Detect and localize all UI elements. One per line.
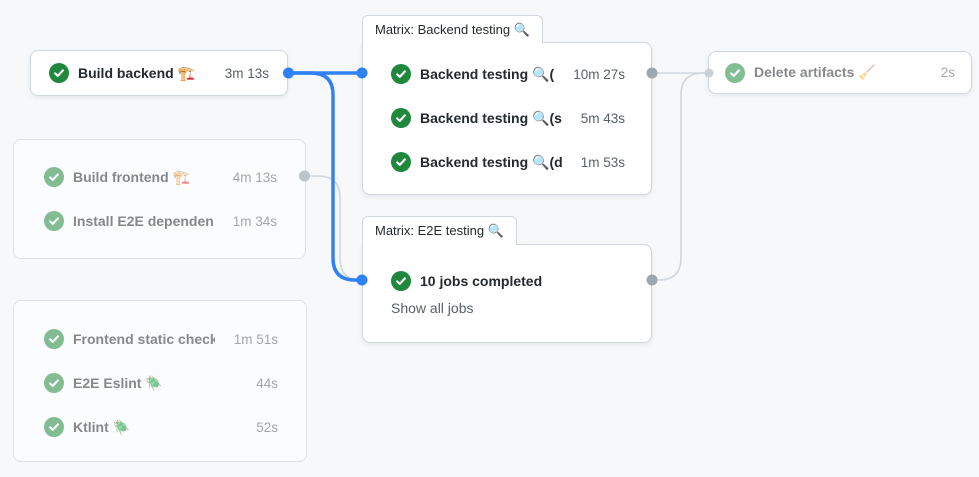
check-circle-icon xyxy=(44,373,64,393)
job-duration: 2s xyxy=(940,65,955,80)
job-label: Ktlint 🪲 xyxy=(73,418,131,435)
check-circle-icon xyxy=(391,152,411,172)
job-label: Frontend static check 🪲 xyxy=(73,330,215,347)
job-duration: 1m 34s xyxy=(232,213,277,229)
show-all-jobs-link[interactable]: Show all jobs xyxy=(391,300,474,316)
check-circle-icon xyxy=(725,62,745,83)
job-row: Delete artifacts 🧹 2s xyxy=(709,52,971,93)
check-circle-icon xyxy=(391,108,411,128)
job-node-build-backend[interactable]: Build backend 🏗️ 3m 13s xyxy=(30,50,288,96)
job-duration: 10m 27s xyxy=(573,66,625,82)
job-duration: 4m 13s xyxy=(232,169,277,185)
check-circle-icon xyxy=(44,167,64,187)
job-row-backend-testing-3[interactable]: Backend testing 🔍(da… 1m 53s xyxy=(363,140,651,184)
matrix-group-backend-testing: Backend testing 🔍(s… 10m 27s Backend tes… xyxy=(362,42,652,195)
check-circle-icon xyxy=(44,329,64,349)
check-circle-icon xyxy=(49,63,69,83)
job-label: E2E Eslint 🪲 xyxy=(73,374,163,391)
job-label: Backend testing 🔍(da… xyxy=(420,153,562,170)
job-duration: 1m 53s xyxy=(580,154,625,170)
matrix-tab-backend-testing: Matrix: Backend testing 🔍 xyxy=(362,15,543,43)
job-row-backend-testing-1[interactable]: Backend testing 🔍(s… 10m 27s xyxy=(363,52,651,96)
edge-e2e-to-delete xyxy=(652,72,709,281)
jobs-completed-summary: 10 jobs completed xyxy=(420,273,543,289)
check-circle-icon xyxy=(391,271,411,291)
job-row-install-e2e-dependencies[interactable]: Install E2E dependenci… 1m 34s xyxy=(14,199,305,243)
check-circle-icon xyxy=(391,64,411,84)
job-group-frontend: Build frontend 🏗️ 4m 13s Install E2E dep… xyxy=(13,139,306,259)
job-label: Install E2E dependenci… xyxy=(73,213,214,229)
job-duration: 5m 43s xyxy=(580,110,625,126)
check-circle-icon xyxy=(44,417,64,437)
job-label: Build frontend 🏗️ xyxy=(73,168,190,185)
matrix-group-e2e-testing: 10 jobs completed Show all jobs xyxy=(362,244,652,343)
job-label: Delete artifacts 🧹 xyxy=(754,64,876,80)
job-row-frontend-static-check[interactable]: Frontend static check 🪲 1m 51s xyxy=(14,317,306,361)
job-label: Backend testing 🔍(s… xyxy=(420,65,555,82)
job-row-ktlint[interactable]: Ktlint 🪲 52s xyxy=(14,405,306,449)
job-duration: 52s xyxy=(256,419,278,435)
job-duration: 3m 13s xyxy=(224,65,269,81)
job-label: Build backend 🏗️ xyxy=(78,64,196,81)
job-row-build-frontend[interactable]: Build frontend 🏗️ 4m 13s xyxy=(14,155,305,199)
job-node-delete-artifacts[interactable]: Delete artifacts 🧹 2s xyxy=(708,51,972,94)
job-duration: 44s xyxy=(256,375,278,391)
job-group-lint: Frontend static check 🪲 1m 51s E2E Eslin… xyxy=(13,300,307,462)
job-row-e2e-summary[interactable]: 10 jobs completed xyxy=(363,259,651,303)
job-row-backend-testing-2[interactable]: Backend testing 🔍(se… 5m 43s xyxy=(363,96,651,140)
job-label: Backend testing 🔍(se… xyxy=(420,109,562,126)
job-row-e2e-eslint[interactable]: E2E Eslint 🪲 44s xyxy=(14,361,306,405)
job-row: Build backend 🏗️ 3m 13s xyxy=(31,51,287,95)
check-circle-icon xyxy=(44,211,64,231)
edge-frontend-to-e2e xyxy=(305,175,362,281)
job-duration: 1m 51s xyxy=(233,331,278,347)
matrix-tab-e2e-testing: Matrix: E2E testing 🔍 xyxy=(362,216,517,245)
